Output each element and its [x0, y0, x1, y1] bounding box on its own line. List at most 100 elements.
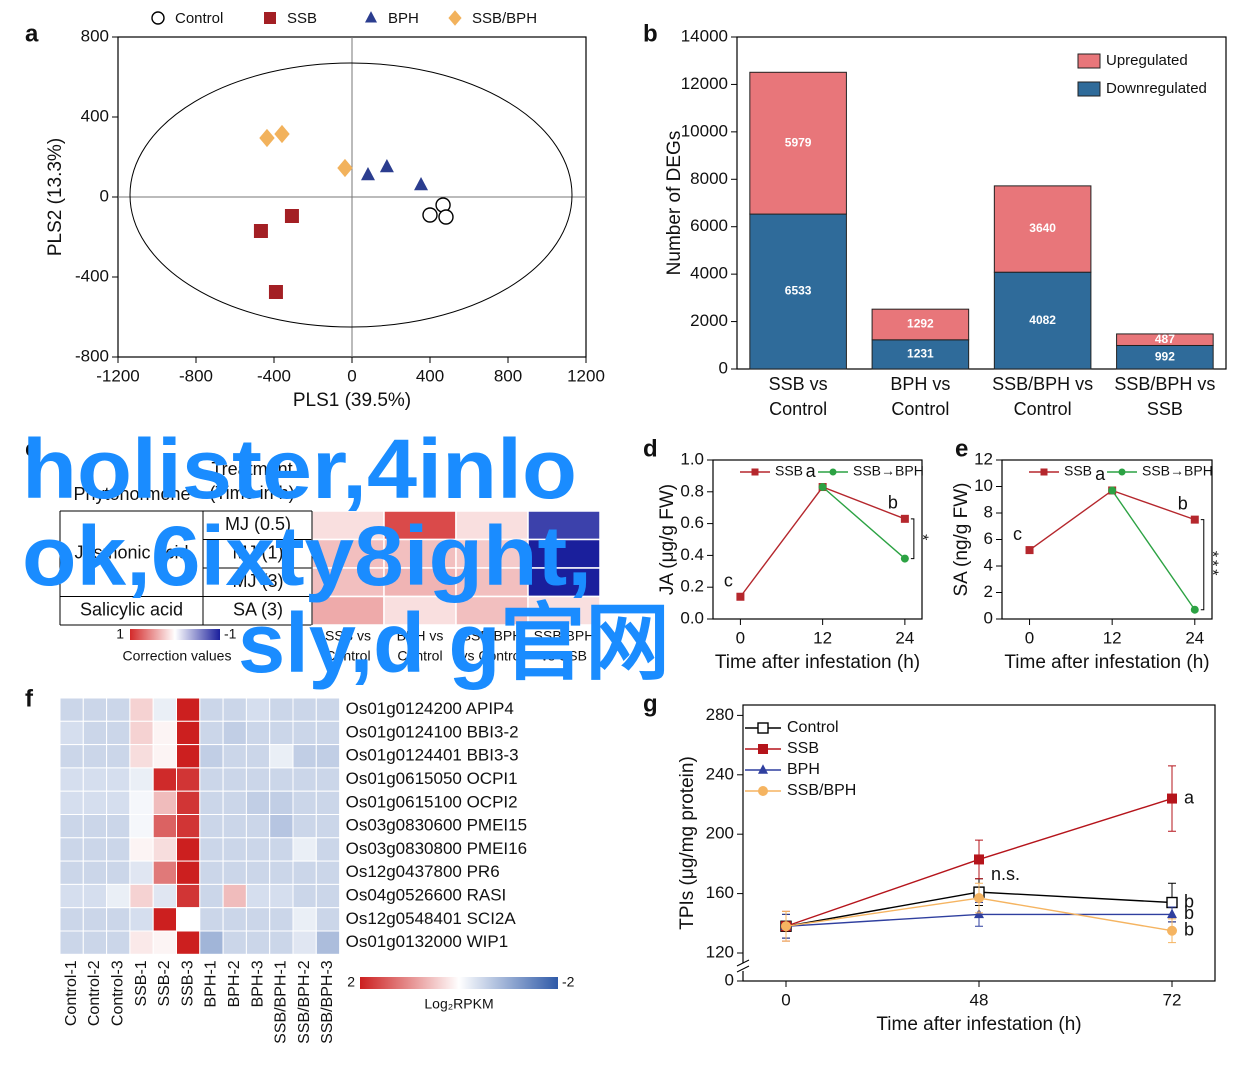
x-tick-label: 12 — [813, 628, 832, 647]
y-tick-label: 120 — [706, 942, 734, 961]
y-tick-label: 6 — [984, 529, 993, 548]
heat-cell — [222, 697, 247, 722]
significance-label: *** — [1204, 551, 1221, 579]
row-label: Os01g0615050 OCPI1 — [346, 769, 518, 788]
point-label: b — [1178, 493, 1188, 513]
legend-marker — [264, 12, 276, 24]
legend-label: SSB — [787, 740, 819, 757]
x-axis-title: Time after infestation (h) — [715, 652, 920, 673]
heat-cell — [269, 720, 294, 746]
colorbar — [360, 977, 558, 989]
value-label: 487 — [1155, 332, 1175, 346]
heat-cell — [222, 720, 247, 746]
heat-cell — [199, 930, 224, 955]
column-label: BPH-3 — [249, 960, 266, 1007]
heat-cell — [129, 744, 154, 769]
bar-segment — [871, 339, 970, 370]
y-tick-label: 0.2 — [680, 577, 704, 596]
x-tick-label: SSB/BPH vs — [992, 374, 1093, 394]
y-tick-label: 0 — [984, 608, 993, 627]
point — [379, 158, 394, 173]
column-label: SSB/BPH-2 — [296, 960, 313, 1044]
point — [422, 207, 438, 223]
column-label: Control-2 — [86, 960, 103, 1026]
legend-marker — [758, 764, 768, 774]
heat-cell — [176, 930, 201, 955]
legend-marker — [758, 786, 768, 796]
heat-cell — [59, 837, 84, 862]
panel-label: c — [25, 435, 38, 462]
value-label: 1231 — [907, 347, 934, 361]
row-label: Os01g0132000 WIP1 — [346, 932, 509, 951]
heat-cell — [222, 744, 247, 769]
heat-cell — [222, 767, 247, 792]
heat-cell — [199, 814, 224, 839]
panel-label: d — [643, 435, 658, 462]
heat-cell — [315, 814, 341, 839]
heat-cell — [245, 930, 271, 955]
heat-cell — [152, 697, 177, 722]
heat-cell — [176, 720, 201, 746]
heat-cell — [176, 814, 201, 839]
column-label: Control-3 — [109, 960, 126, 1026]
y-tick-label: 12000 — [681, 74, 728, 93]
colorbar-label: Log₂RPKM — [424, 996, 493, 1012]
point — [900, 514, 909, 523]
heat-cell — [82, 814, 108, 839]
point — [781, 921, 791, 932]
y-tick-label: 0.4 — [680, 545, 704, 564]
point — [337, 158, 353, 178]
legend-marker — [151, 11, 165, 25]
heat-cell — [315, 697, 341, 722]
y-axis-title: Number of DEGs — [664, 131, 685, 276]
y-tick-label: 200 — [706, 824, 734, 843]
heat-cell — [527, 510, 601, 541]
y-tick-label: 240 — [706, 764, 734, 783]
watermark: sly,d g官网 — [238, 596, 670, 690]
significance-bracket — [1200, 519, 1205, 611]
point — [1190, 605, 1199, 614]
x-tick-label: BPH vs — [890, 374, 950, 394]
bar-segment — [749, 213, 847, 370]
colorbar-tick: -1 — [224, 626, 237, 642]
heat-cell — [315, 860, 341, 885]
confidence-ellipse — [129, 62, 573, 328]
legend-label: Downregulated — [1106, 80, 1207, 97]
point-label: n.s. — [991, 864, 1020, 884]
heat-cell — [315, 837, 341, 862]
heat-cell — [269, 744, 294, 769]
row-header: Phytohormone — [73, 484, 190, 504]
panel-label: g — [643, 690, 658, 717]
legend-marker — [751, 468, 759, 476]
heat-cell — [106, 860, 131, 885]
heat-cell — [199, 837, 224, 862]
y-tick-label: 10000 — [681, 121, 728, 140]
heat-cell — [129, 720, 154, 746]
x-tick-label: -1200 — [96, 366, 139, 385]
legend-label: SSB — [1064, 463, 1092, 479]
point-label: c — [1013, 524, 1022, 544]
column-header: (Time in h) — [209, 483, 294, 503]
heat-cell — [152, 720, 177, 746]
column-label: BPH vs — [397, 628, 444, 644]
heat-cell — [292, 744, 317, 769]
x-tick-label: 12 — [1103, 628, 1122, 647]
legend-label: BPH — [388, 10, 419, 27]
heat-cell — [176, 697, 201, 722]
legend-label: SSB — [775, 463, 803, 479]
y-tick-label: 0.0 — [680, 608, 704, 627]
heat-cell — [129, 837, 154, 862]
legend-marker — [448, 10, 462, 26]
x-tick-label: SSB/BPH vs — [1114, 374, 1215, 394]
legend-label: Control — [787, 719, 839, 736]
heat-cell — [269, 837, 294, 862]
heat-cell — [269, 790, 294, 816]
heat-cell — [106, 767, 131, 792]
x-tick-label: 0 — [1025, 628, 1034, 647]
heat-cell — [59, 860, 84, 885]
heat-cell — [59, 907, 84, 932]
legend-marker — [758, 744, 768, 754]
point — [818, 483, 827, 492]
x-axis-title: PLS1 (39.5%) — [293, 390, 411, 411]
